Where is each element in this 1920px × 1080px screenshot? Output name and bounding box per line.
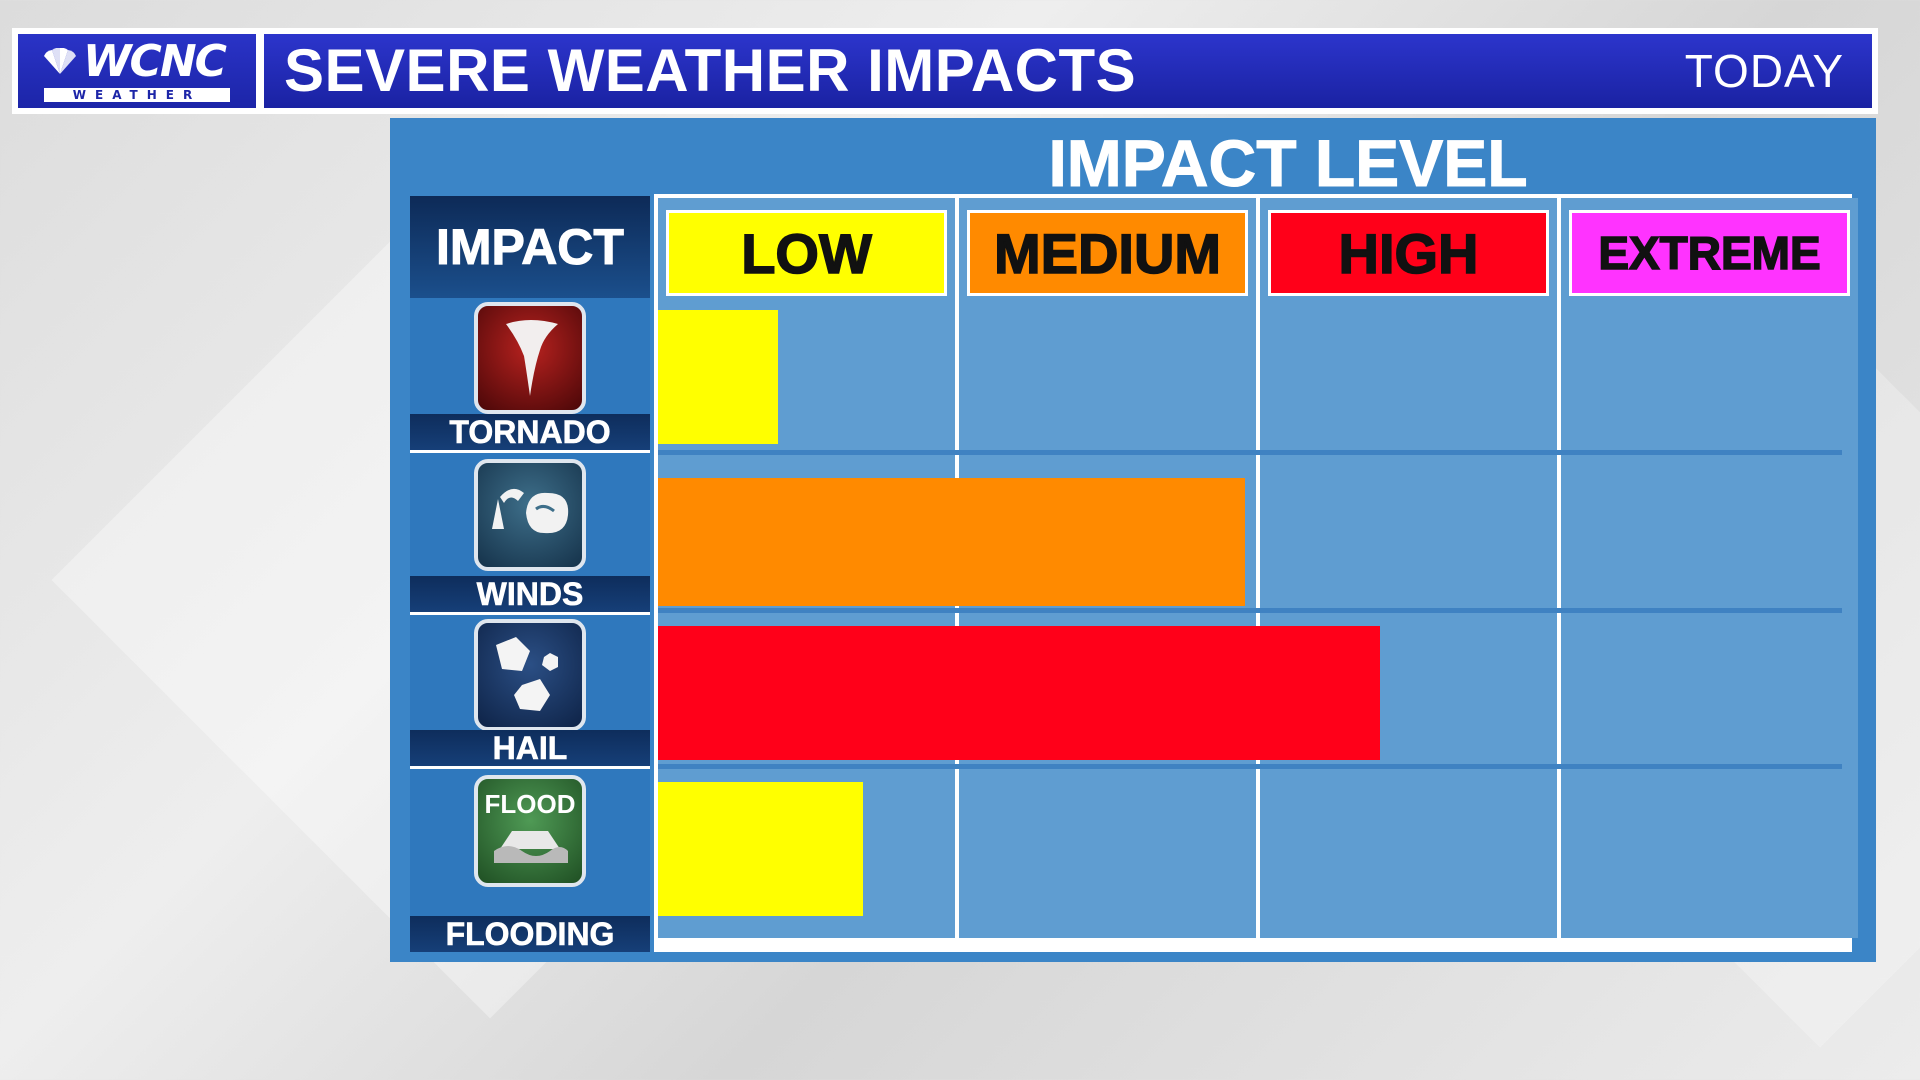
level-label-medium: MEDIUM — [967, 210, 1248, 296]
impact-header: IMPACT — [410, 196, 650, 298]
timeframe-label: TODAY — [1684, 45, 1844, 97]
level-column-extreme — [1561, 198, 1858, 938]
svg-text:FLOOD: FLOOD — [485, 789, 576, 819]
header-bar: WCNC WEATHER SEVERE WEATHER IMPACTS TODA… — [12, 28, 1878, 114]
divider — [410, 450, 650, 453]
impact-row-flooding: FLOOD FLOODING — [410, 769, 650, 952]
impact-grid: LOW MEDIUM HIGH EXTREME — [654, 194, 1858, 952]
flood-icon: FLOOD — [474, 775, 586, 887]
logo-subtext: WEATHER — [44, 88, 230, 102]
page-title: SEVERE WEATHER IMPACTS — [284, 37, 1137, 104]
row-divider — [658, 450, 1842, 455]
impact-column: IMPACT TORNADO WINDS — [410, 196, 650, 952]
impact-label: TORNADO — [410, 414, 650, 450]
divider — [410, 612, 650, 615]
impact-label: FLOODING — [410, 916, 650, 952]
level-column-high — [1260, 198, 1557, 938]
wind-icon — [474, 459, 586, 571]
impact-bar-hail — [658, 626, 1380, 760]
impact-bar-flooding — [658, 782, 863, 916]
peacock-icon — [44, 48, 76, 74]
impact-row-winds: WINDS — [410, 453, 650, 612]
impact-panel: IMPACT LEVEL IMPACT TORNADO WINDS — [390, 118, 1876, 962]
row-divider — [658, 764, 1842, 769]
level-label-high: HIGH — [1268, 210, 1549, 296]
impact-bar-tornado — [658, 310, 778, 444]
logo-text: WCNC — [83, 36, 227, 87]
station-logo: WCNC WEATHER — [18, 34, 256, 108]
hail-icon — [474, 619, 586, 731]
row-divider — [658, 608, 1842, 613]
impact-label: WINDS — [410, 576, 650, 612]
level-label-low: LOW — [666, 210, 947, 296]
level-label-extreme: EXTREME — [1569, 210, 1850, 296]
tornado-icon — [474, 302, 586, 414]
chart-title: IMPACT LEVEL — [1048, 126, 1528, 201]
title-bar: SEVERE WEATHER IMPACTS TODAY — [264, 34, 1872, 108]
divider — [410, 766, 650, 769]
impact-label: HAIL — [410, 730, 650, 766]
impact-bar-winds — [658, 478, 1245, 606]
impact-row-hail: HAIL — [410, 615, 650, 766]
impact-row-tornado: TORNADO — [410, 298, 650, 450]
